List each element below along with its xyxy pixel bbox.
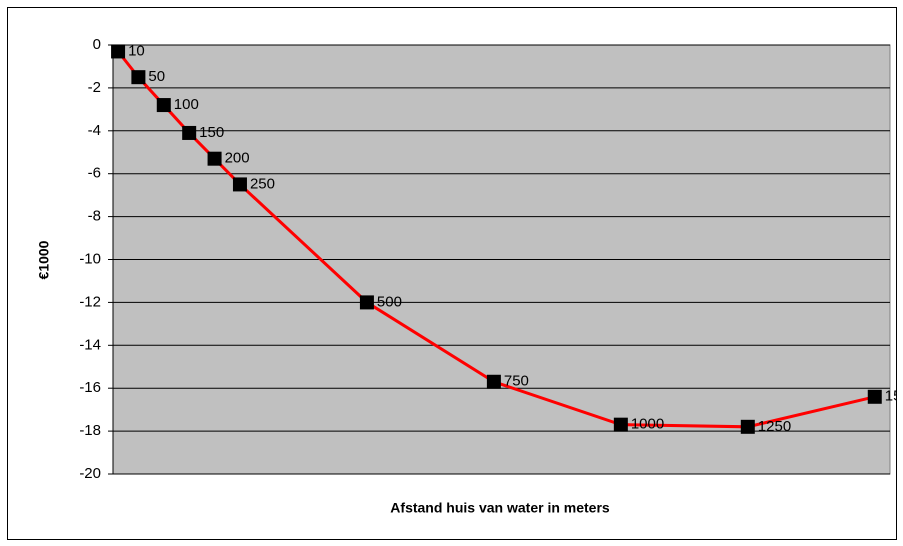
y-tick-label: -2 [88,79,101,96]
marker [182,125,197,140]
marker [486,374,501,389]
x-axis-label: Afstand huis van water in meters [390,500,610,516]
y-tick-label: 0 [93,36,101,53]
marker [613,417,628,432]
data-label: 250 [250,175,275,192]
y-tick-label: -16 [79,379,101,396]
y-tick-label: -6 [88,165,101,182]
data-label: 150 [199,124,224,141]
y-tick-label: -4 [88,122,101,139]
data-label: 1500 [885,388,903,405]
data-label: 200 [225,150,250,167]
marker [232,177,247,192]
data-label: 10 [128,42,145,59]
y-axis-label: €1000 [36,240,52,279]
data-label: 100 [174,96,199,113]
marker [156,98,171,113]
data-label: 750 [504,373,529,390]
y-tick-label: -18 [79,422,101,439]
marker [207,151,222,166]
y-tick-label: -20 [79,465,101,482]
data-label: 50 [148,68,165,85]
marker [740,419,755,434]
y-tick-label: -10 [79,250,101,267]
marker [867,389,882,404]
marker [359,295,374,310]
marker [131,70,146,85]
data-label: 500 [377,293,402,310]
data-label: 1000 [631,416,664,433]
y-tick-label: -14 [79,336,101,353]
y-tick-label: -8 [88,208,101,225]
y-tick-label: -12 [79,293,101,310]
marker [111,44,126,59]
data-label: 1250 [758,418,791,435]
